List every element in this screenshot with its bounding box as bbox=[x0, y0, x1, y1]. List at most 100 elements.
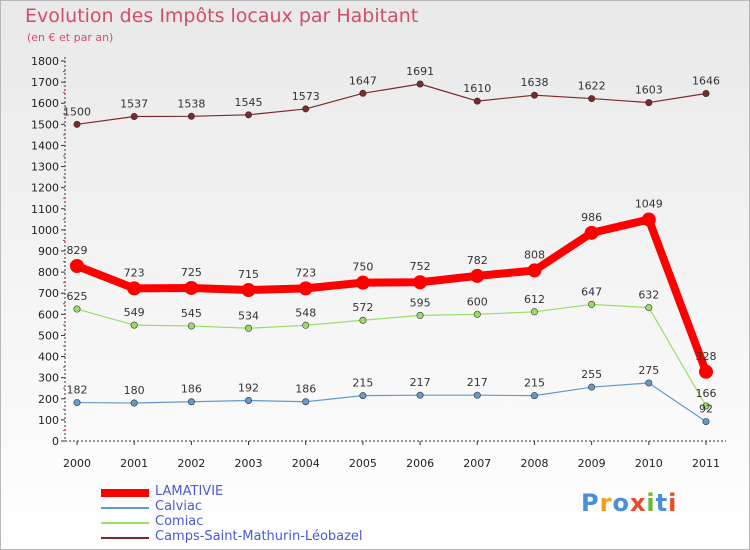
data-label: 1573 bbox=[292, 90, 320, 103]
data-label: 1545 bbox=[235, 96, 263, 109]
logo-letter: r bbox=[599, 489, 613, 517]
data-point bbox=[473, 310, 481, 318]
data-label: 625 bbox=[67, 290, 88, 303]
data-label: 715 bbox=[238, 268, 259, 281]
y-tick-label: 1500 bbox=[31, 118, 59, 131]
x-tick-label: 2009 bbox=[578, 457, 606, 470]
data-point bbox=[73, 120, 81, 128]
data-point bbox=[527, 263, 542, 278]
series-line bbox=[73, 215, 710, 376]
data-label: 808 bbox=[524, 248, 545, 261]
y-tick-label: 500 bbox=[38, 329, 59, 342]
proxiti-logo: Proxiti bbox=[581, 489, 677, 517]
data-point bbox=[470, 268, 485, 283]
series-camps-saint-mathurin-leobazel bbox=[73, 80, 710, 128]
data-label: 612 bbox=[524, 293, 545, 306]
series-lamativie bbox=[70, 212, 713, 379]
data-point bbox=[416, 80, 424, 88]
x-tick-label: 2007 bbox=[463, 457, 491, 470]
data-label: 275 bbox=[638, 364, 659, 377]
data-label: 752 bbox=[410, 260, 431, 273]
legend-label: LAMATIVIE bbox=[155, 484, 224, 499]
y-tick-label: 1300 bbox=[31, 161, 59, 174]
data-label: 1638 bbox=[520, 76, 548, 89]
data-point bbox=[187, 398, 195, 406]
data-point bbox=[245, 324, 253, 332]
data-point bbox=[73, 305, 81, 313]
data-label: 255 bbox=[581, 368, 602, 381]
data-point bbox=[184, 280, 199, 295]
data-point bbox=[641, 212, 656, 227]
data-label: 1646 bbox=[692, 75, 720, 88]
data-label: 725 bbox=[181, 266, 202, 279]
data-point bbox=[70, 258, 84, 273]
data-label: 632 bbox=[638, 289, 659, 302]
data-label: 192 bbox=[238, 381, 259, 394]
x-tick-label: 2008 bbox=[520, 457, 548, 470]
data-label: 647 bbox=[581, 285, 602, 298]
data-point bbox=[702, 402, 710, 410]
y-tick-label: 1400 bbox=[31, 139, 59, 152]
data-label: 829 bbox=[67, 244, 88, 257]
data-point bbox=[702, 90, 710, 98]
data-point bbox=[530, 308, 538, 316]
legend-swatch bbox=[101, 522, 149, 524]
data-point bbox=[416, 391, 424, 399]
logo-letter: i bbox=[668, 489, 678, 517]
y-tick-label: 300 bbox=[38, 372, 59, 385]
x-tick-label: 2003 bbox=[235, 457, 263, 470]
y-tick-label: 1200 bbox=[31, 182, 59, 195]
x-tick-label: 2005 bbox=[349, 457, 377, 470]
chart-axes: 0 100 200 300 400 500 600 700 800 900 1000 1100 1200… bbox=[31, 55, 726, 470]
data-point bbox=[645, 304, 653, 312]
y-tick-label: 1000 bbox=[31, 224, 59, 237]
legend-swatch bbox=[101, 489, 149, 497]
data-point bbox=[245, 396, 253, 404]
data-point bbox=[416, 311, 424, 319]
data-point bbox=[73, 399, 81, 407]
x-tick-label: 2011 bbox=[692, 457, 720, 470]
data-label: 215 bbox=[352, 377, 373, 390]
y-tick-label: 200 bbox=[38, 393, 59, 406]
data-point bbox=[359, 89, 367, 97]
y-tick-label: 1600 bbox=[31, 97, 59, 110]
data-point bbox=[355, 275, 370, 290]
data-point bbox=[127, 281, 142, 296]
data-point bbox=[359, 316, 367, 324]
y-tick-label: 400 bbox=[38, 351, 59, 364]
data-point bbox=[130, 113, 138, 121]
data-label: 186 bbox=[181, 383, 202, 396]
series-line bbox=[76, 303, 707, 407]
y-tick-label: 900 bbox=[38, 245, 59, 258]
data-label: 549 bbox=[124, 306, 145, 319]
y-tick-label: 700 bbox=[38, 287, 59, 300]
data-label: 600 bbox=[467, 295, 488, 308]
series-layer bbox=[70, 80, 713, 426]
legend-swatch bbox=[101, 537, 149, 539]
logo-letter: o bbox=[612, 489, 630, 517]
data-label: 1537 bbox=[120, 98, 148, 111]
data-point bbox=[413, 275, 428, 290]
y-tick-label: 1800 bbox=[31, 55, 59, 68]
data-point bbox=[302, 398, 310, 406]
y-tick-label: 0 bbox=[52, 435, 59, 448]
data-labels-layer: 182 180 186 192 186 215 217 217 215 255 275 92 625 54… bbox=[63, 65, 720, 416]
data-point bbox=[588, 300, 596, 308]
data-point bbox=[530, 91, 538, 99]
data-point bbox=[530, 392, 538, 400]
data-label: 723 bbox=[124, 266, 145, 279]
x-tick-label: 2002 bbox=[177, 457, 205, 470]
data-label: 1691 bbox=[406, 65, 434, 78]
data-point bbox=[645, 379, 653, 387]
data-label: 328 bbox=[696, 350, 717, 363]
series-comiac bbox=[73, 300, 710, 410]
data-point bbox=[302, 321, 310, 329]
data-label: 180 bbox=[124, 384, 145, 397]
data-label: 92 bbox=[699, 403, 713, 416]
data-point bbox=[473, 97, 481, 105]
data-point bbox=[702, 418, 710, 426]
data-label: 1049 bbox=[635, 198, 663, 211]
y-tick-label: 600 bbox=[38, 308, 59, 321]
data-point bbox=[130, 399, 138, 407]
